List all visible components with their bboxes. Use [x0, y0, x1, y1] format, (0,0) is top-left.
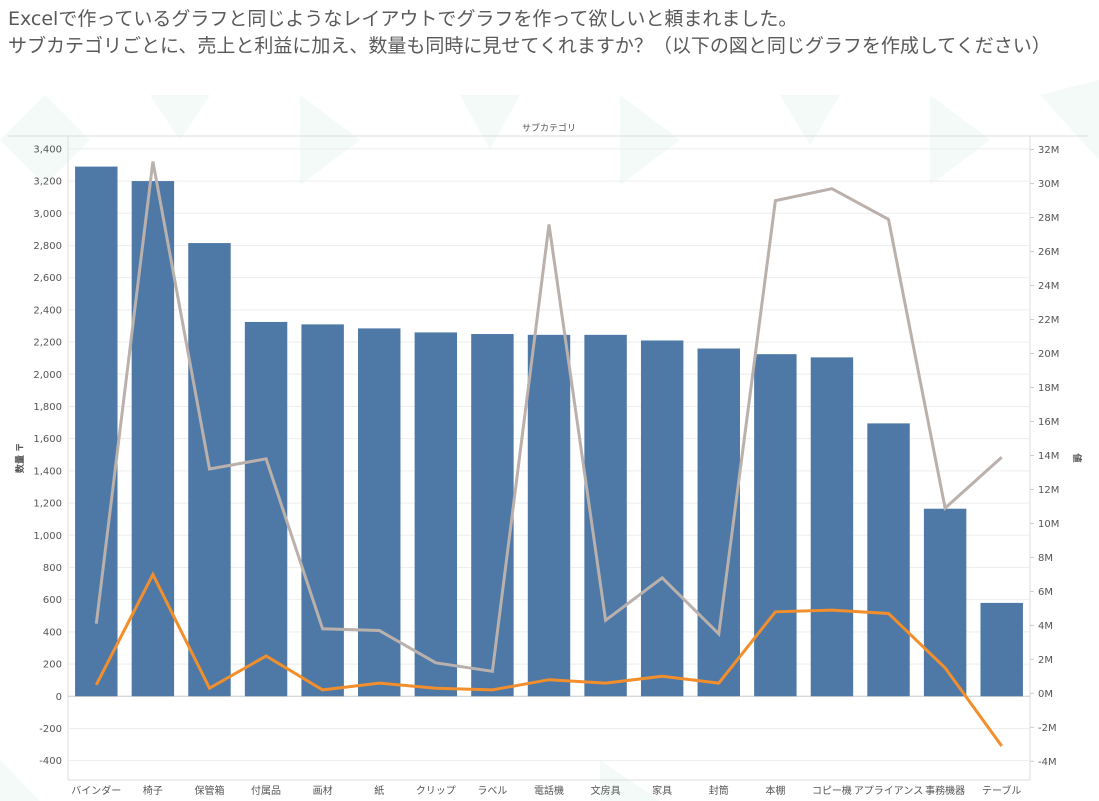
- x-tick-label: 事務機器: [925, 784, 965, 797]
- y-tick-label: 600: [43, 595, 62, 606]
- y-tick-label: 1,600: [33, 434, 62, 445]
- y-tick-label: 1,200: [33, 499, 62, 510]
- y2-axis-label: 値: [1071, 452, 1083, 462]
- y-tick-label: 1,800: [33, 402, 62, 413]
- y2-tick-label: 6M: [1038, 587, 1053, 598]
- x-tick-label: クリップ: [416, 785, 456, 797]
- x-tick-label: コピー機: [812, 784, 852, 797]
- y2-tick-label: 8M: [1038, 553, 1053, 564]
- bar-15: [867, 423, 910, 697]
- combo-chart: サブカテゴリ 3,400 3,200 3,000 2,800 2,600 2,400 2,20…: [8, 122, 1088, 797]
- y2-tick-label: -4M: [1038, 757, 1057, 768]
- y-tick-label: 200: [43, 660, 62, 671]
- x-tick-label: 保管箱: [194, 784, 224, 797]
- bar-11: [640, 340, 684, 697]
- x-tick-label: 家具: [652, 784, 672, 797]
- y2-tick-label: 14M: [1038, 451, 1059, 462]
- y2-tick-label: 16M: [1038, 417, 1059, 428]
- x-tick-label: バインダー: [71, 784, 121, 797]
- question-text: Excelで作っているグラフと同じようなレイアウトでグラフを作って欲しいと頼まれ…: [8, 6, 1093, 60]
- y-tick-label: 3,200: [33, 177, 62, 188]
- bar-17: [980, 602, 1023, 697]
- x-tick-label: 本棚: [765, 784, 785, 797]
- y2-tick-label: 30M: [1038, 179, 1059, 190]
- y2-tick-label: 32M: [1038, 145, 1059, 156]
- y2-tick-label: 0M: [1038, 689, 1053, 700]
- y2-tick-label: 22M: [1038, 315, 1059, 326]
- x-tick-label: 文房具: [591, 784, 621, 797]
- y-tick-label: 400: [43, 627, 62, 638]
- bar-16: [923, 508, 967, 697]
- chart-title: サブカテゴリ: [522, 122, 576, 134]
- y2-tick-label: 24M: [1038, 281, 1059, 292]
- bar-6: [358, 328, 401, 697]
- y-tick-label: 1,000: [33, 531, 62, 542]
- x-tick-label: ラベル: [477, 785, 507, 797]
- x-tick-label: 封筒: [709, 784, 729, 797]
- x-tick-label: 椅子: [143, 784, 163, 797]
- y2-tick-label: 4M: [1038, 621, 1053, 632]
- bar-13: [754, 354, 797, 697]
- bar-9: [527, 334, 571, 697]
- y2-tick-label: 10M: [1038, 519, 1059, 530]
- y-tick-label: 2,800: [33, 241, 62, 252]
- bar-1: [75, 166, 118, 697]
- y2-tick-label: 18M: [1038, 383, 1059, 394]
- y-tick-label: 3,000: [33, 209, 62, 220]
- x-tick-label: 付属品: [251, 784, 281, 797]
- bar-2: [131, 181, 175, 697]
- y-tick-label: 800: [43, 563, 62, 574]
- y-tick-label: -400: [39, 756, 62, 767]
- bar-14: [810, 357, 854, 697]
- y2-tick-label: 28M: [1038, 213, 1059, 224]
- y2-tick-label: 20M: [1038, 349, 1059, 360]
- x-tick-label: 電話機: [534, 784, 564, 797]
- y-tick-label: -200: [39, 724, 62, 735]
- y-tick-label: 2,000: [33, 370, 62, 381]
- bar-7: [414, 332, 458, 697]
- y-tick-label: 0: [56, 692, 62, 703]
- profit-line: [94, 571, 1003, 747]
- y-axis-label: 数量 〒: [14, 443, 26, 473]
- y-tick-label: 2,600: [33, 273, 62, 284]
- bar-8: [471, 334, 514, 697]
- x-tick-label: アプライアンス: [854, 785, 923, 797]
- y2-tick-label: 12M: [1038, 485, 1059, 496]
- y-tick-label: 3,400: [33, 144, 62, 155]
- x-tick-label: 紙: [374, 784, 384, 797]
- question-line-2: サブカテゴリごとに、売上と利益に加え、数量も同時に見せてくれますか？（以下の図と…: [8, 35, 1051, 57]
- y2-tick-label: 2M: [1038, 655, 1053, 666]
- bar-5: [301, 324, 344, 697]
- x-tick-label: テーブル: [982, 784, 1021, 797]
- question-line-1: Excelで作っているグラフと同じようなレイアウトでグラフを作って欲しいと頼まれ…: [8, 8, 798, 30]
- y-tick-label: 2,400: [33, 305, 62, 316]
- x-tick-label: 画材: [313, 784, 333, 797]
- y2-tick-label: -2M: [1038, 723, 1057, 734]
- y2-tick-label: 26M: [1038, 247, 1059, 258]
- sales-line: [94, 161, 1003, 674]
- y-tick-label: 1,400: [33, 466, 62, 477]
- y-tick-label: 2,200: [33, 338, 62, 349]
- bar-4: [244, 321, 288, 697]
